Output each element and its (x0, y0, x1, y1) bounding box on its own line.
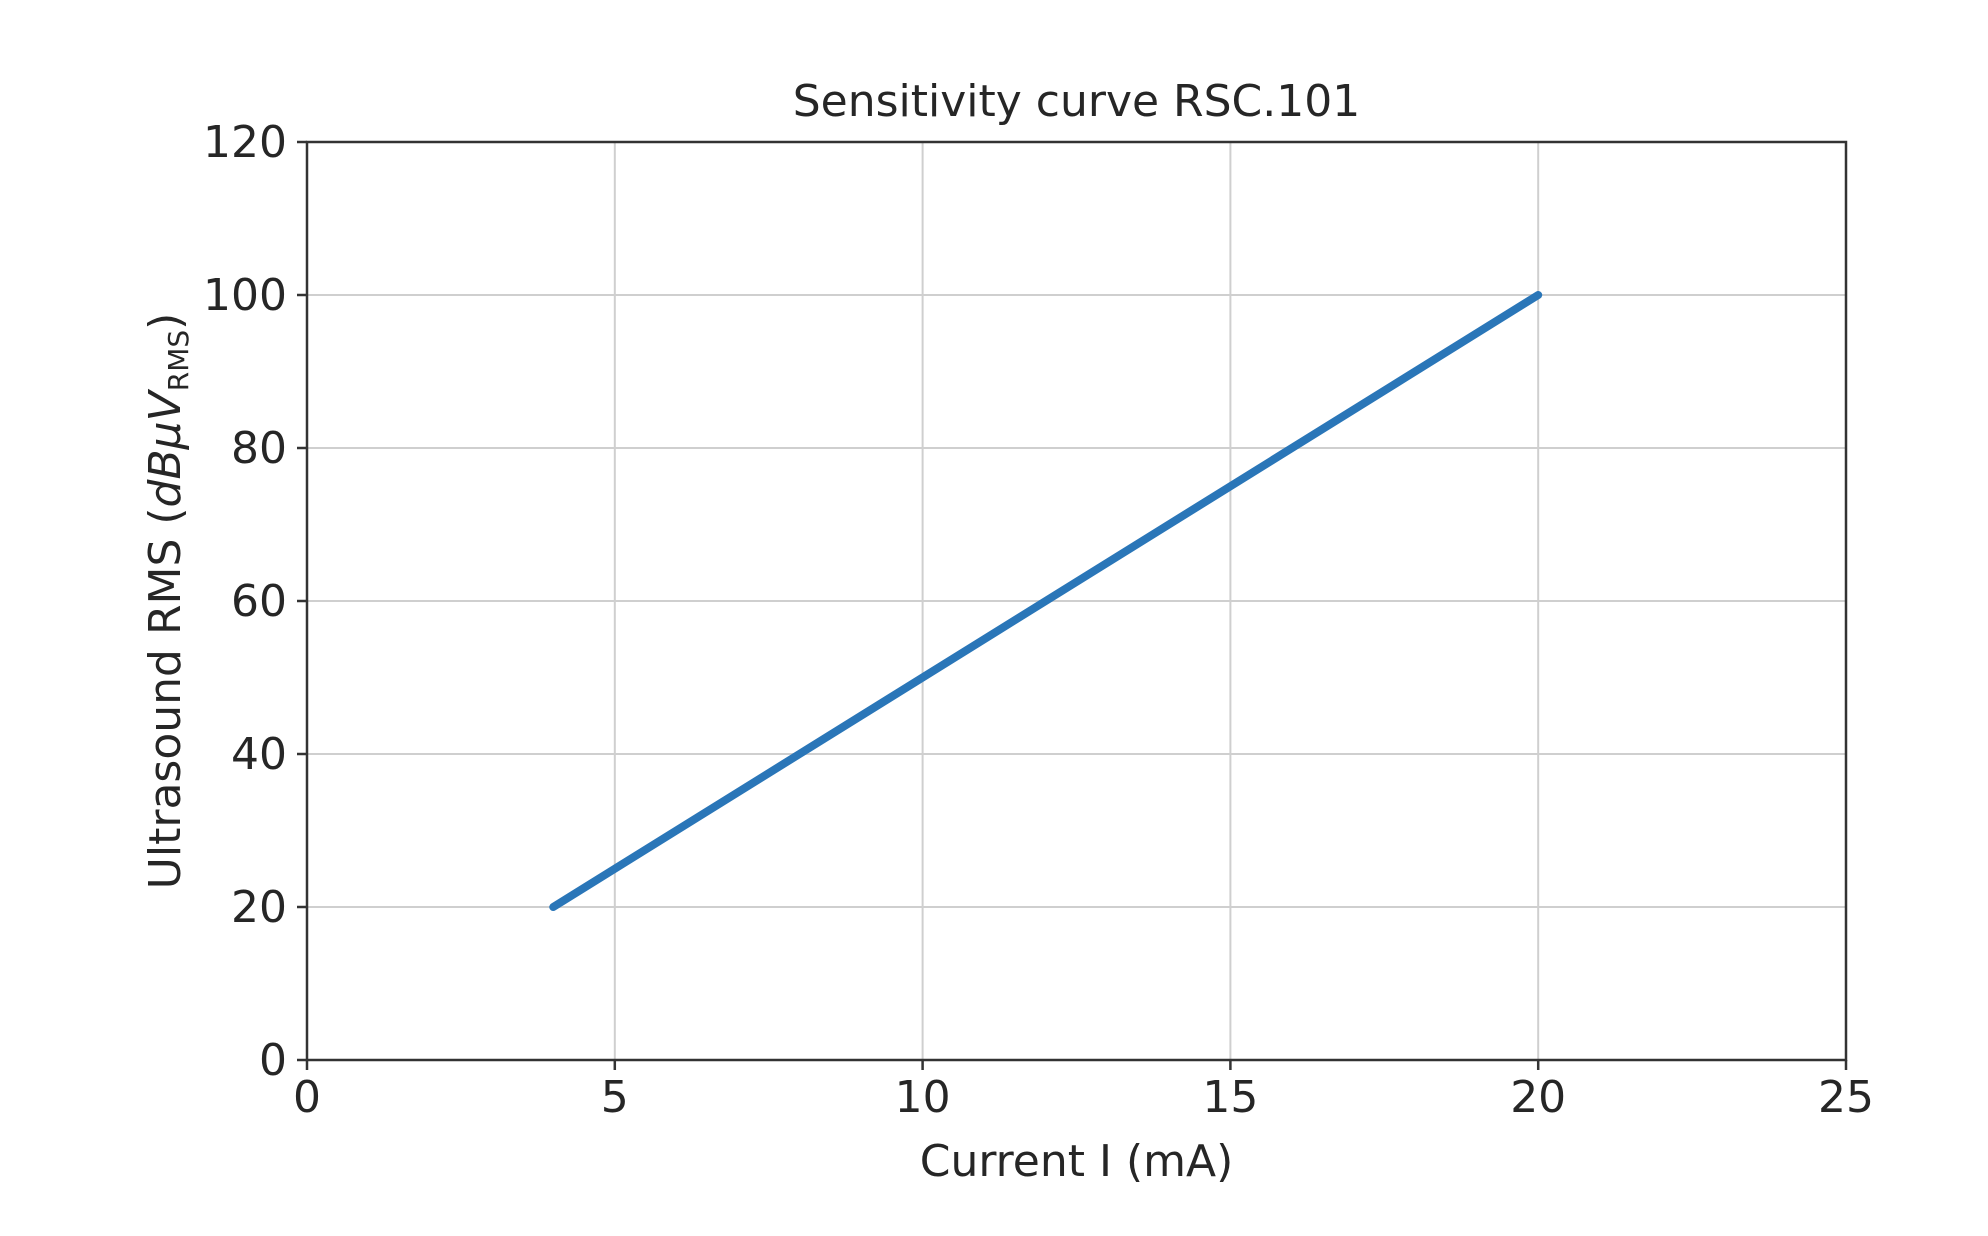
y-tick-label: 60 (231, 576, 287, 627)
y-axis-label-main: Ultrasound RMS ( (140, 507, 191, 889)
y-axis-label-subscript: RMS (162, 330, 195, 391)
chart-title: Sensitivity curve RSC.101 (793, 76, 1361, 127)
x-tick-label: 0 (293, 1072, 321, 1123)
series-line (549, 291, 1543, 911)
y-tick-label: 100 (203, 270, 287, 321)
tick-layer: 0 5 10 15 20 25 0 20 40 60 80 100 120 (203, 117, 1874, 1123)
grid-layer (307, 142, 1846, 1060)
x-tick-label: 20 (1510, 1072, 1566, 1123)
y-tick-label: 0 (259, 1035, 287, 1086)
x-tick-label: 5 (601, 1072, 629, 1123)
y-tick-label: 40 (231, 729, 287, 780)
series-layer (549, 291, 1543, 911)
x-tick-label: 10 (895, 1072, 951, 1123)
y-axis-label-close: ) (140, 313, 191, 330)
y-axis-label: Ultrasound RMS (dBμVRMS) (140, 313, 195, 890)
x-tick-label: 25 (1818, 1072, 1874, 1123)
y-tick-label: 20 (231, 882, 287, 933)
y-tick-label: 120 (203, 117, 287, 168)
y-axis-label-italic: dBμV (140, 388, 191, 507)
x-axis-label: Current I (mA) (920, 1136, 1234, 1187)
y-tick-label: 80 (231, 423, 287, 474)
x-tick-label: 15 (1202, 1072, 1258, 1123)
